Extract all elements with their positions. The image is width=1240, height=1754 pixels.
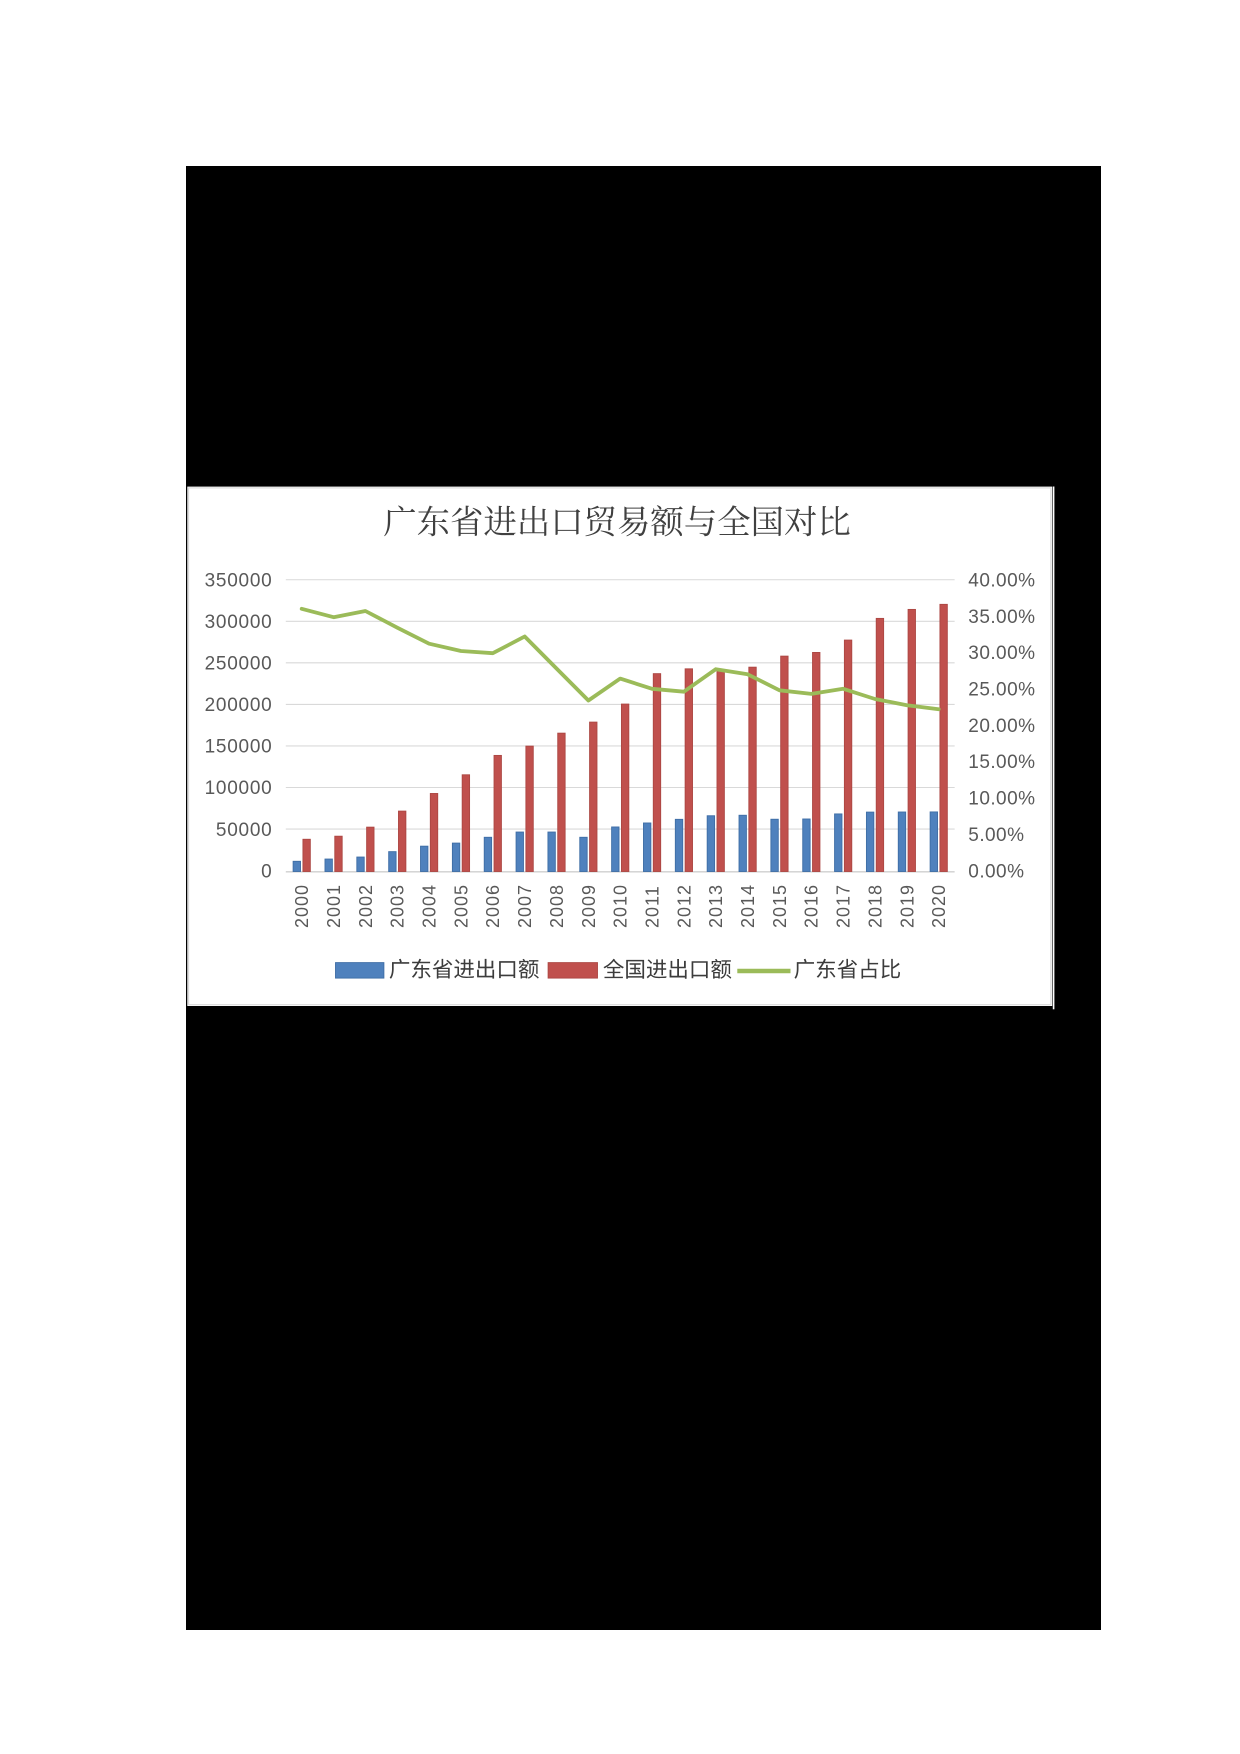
svg-text:50000: 50000 [216, 820, 273, 841]
svg-text:2011: 2011 [643, 885, 663, 928]
svg-text:2004: 2004 [420, 884, 440, 928]
svg-text:2014: 2014 [738, 884, 758, 928]
svg-text:2003: 2003 [388, 884, 408, 928]
svg-text:40.00%: 40.00% [968, 570, 1035, 591]
svg-text:100000: 100000 [205, 778, 273, 799]
svg-text:2015: 2015 [770, 884, 790, 928]
svg-text:2017: 2017 [834, 884, 854, 928]
svg-text:150000: 150000 [205, 737, 273, 758]
svg-text:2001: 2001 [324, 884, 344, 928]
svg-text:10.00%: 10.00% [968, 789, 1035, 810]
svg-text:20.00%: 20.00% [968, 716, 1035, 737]
svg-text:25.00%: 25.00% [968, 680, 1035, 701]
svg-text:30.00%: 30.00% [968, 643, 1035, 664]
svg-text:35.00%: 35.00% [968, 607, 1035, 628]
svg-text:2018: 2018 [865, 884, 885, 928]
svg-text:2007: 2007 [515, 884, 535, 928]
svg-text:300000: 300000 [205, 612, 273, 633]
svg-text:2006: 2006 [483, 884, 503, 928]
svg-text:2020: 2020 [929, 884, 949, 928]
svg-text:250000: 250000 [205, 654, 273, 675]
svg-text:2013: 2013 [706, 884, 726, 928]
svg-text:2008: 2008 [547, 884, 567, 928]
svg-text:0.00%: 0.00% [968, 861, 1024, 882]
svg-text:2016: 2016 [802, 884, 822, 928]
svg-text:2012: 2012 [674, 884, 694, 928]
svg-text:2000: 2000 [292, 884, 312, 928]
svg-text:5.00%: 5.00% [968, 825, 1024, 846]
svg-text:2005: 2005 [451, 884, 471, 928]
svg-text:350000: 350000 [205, 570, 273, 591]
svg-text:2009: 2009 [579, 884, 599, 928]
svg-text:0: 0 [261, 861, 272, 882]
svg-text:2010: 2010 [611, 884, 631, 928]
svg-text:2019: 2019 [897, 884, 917, 928]
svg-text:2002: 2002 [356, 884, 376, 928]
svg-text:200000: 200000 [205, 695, 273, 716]
svg-text:15.00%: 15.00% [968, 752, 1035, 773]
